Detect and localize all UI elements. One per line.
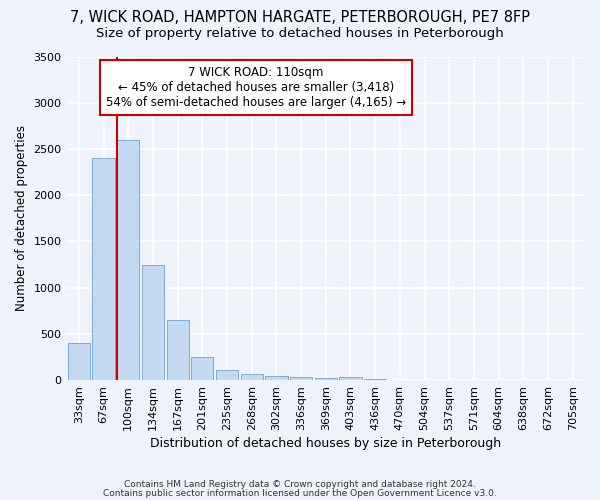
Text: Contains public sector information licensed under the Open Government Licence v3: Contains public sector information licen… xyxy=(103,488,497,498)
Bar xyxy=(265,376,287,380)
Text: 7, WICK ROAD, HAMPTON HARGATE, PETERBOROUGH, PE7 8FP: 7, WICK ROAD, HAMPTON HARGATE, PETERBORO… xyxy=(70,10,530,25)
Bar xyxy=(191,357,214,380)
X-axis label: Distribution of detached houses by size in Peterborough: Distribution of detached houses by size … xyxy=(150,437,502,450)
Bar xyxy=(290,378,312,380)
Bar xyxy=(241,374,263,380)
Bar xyxy=(167,320,189,380)
Bar xyxy=(117,140,139,380)
Text: 7 WICK ROAD: 110sqm
← 45% of detached houses are smaller (3,418)
54% of semi-det: 7 WICK ROAD: 110sqm ← 45% of detached ho… xyxy=(106,66,406,109)
Text: Size of property relative to detached houses in Peterborough: Size of property relative to detached ho… xyxy=(96,28,504,40)
Bar xyxy=(142,264,164,380)
Y-axis label: Number of detached properties: Number of detached properties xyxy=(15,126,28,312)
Bar xyxy=(92,158,115,380)
Bar xyxy=(216,370,238,380)
Bar xyxy=(340,378,362,380)
Bar xyxy=(68,343,90,380)
Bar xyxy=(314,378,337,380)
Text: Contains HM Land Registry data © Crown copyright and database right 2024.: Contains HM Land Registry data © Crown c… xyxy=(124,480,476,489)
